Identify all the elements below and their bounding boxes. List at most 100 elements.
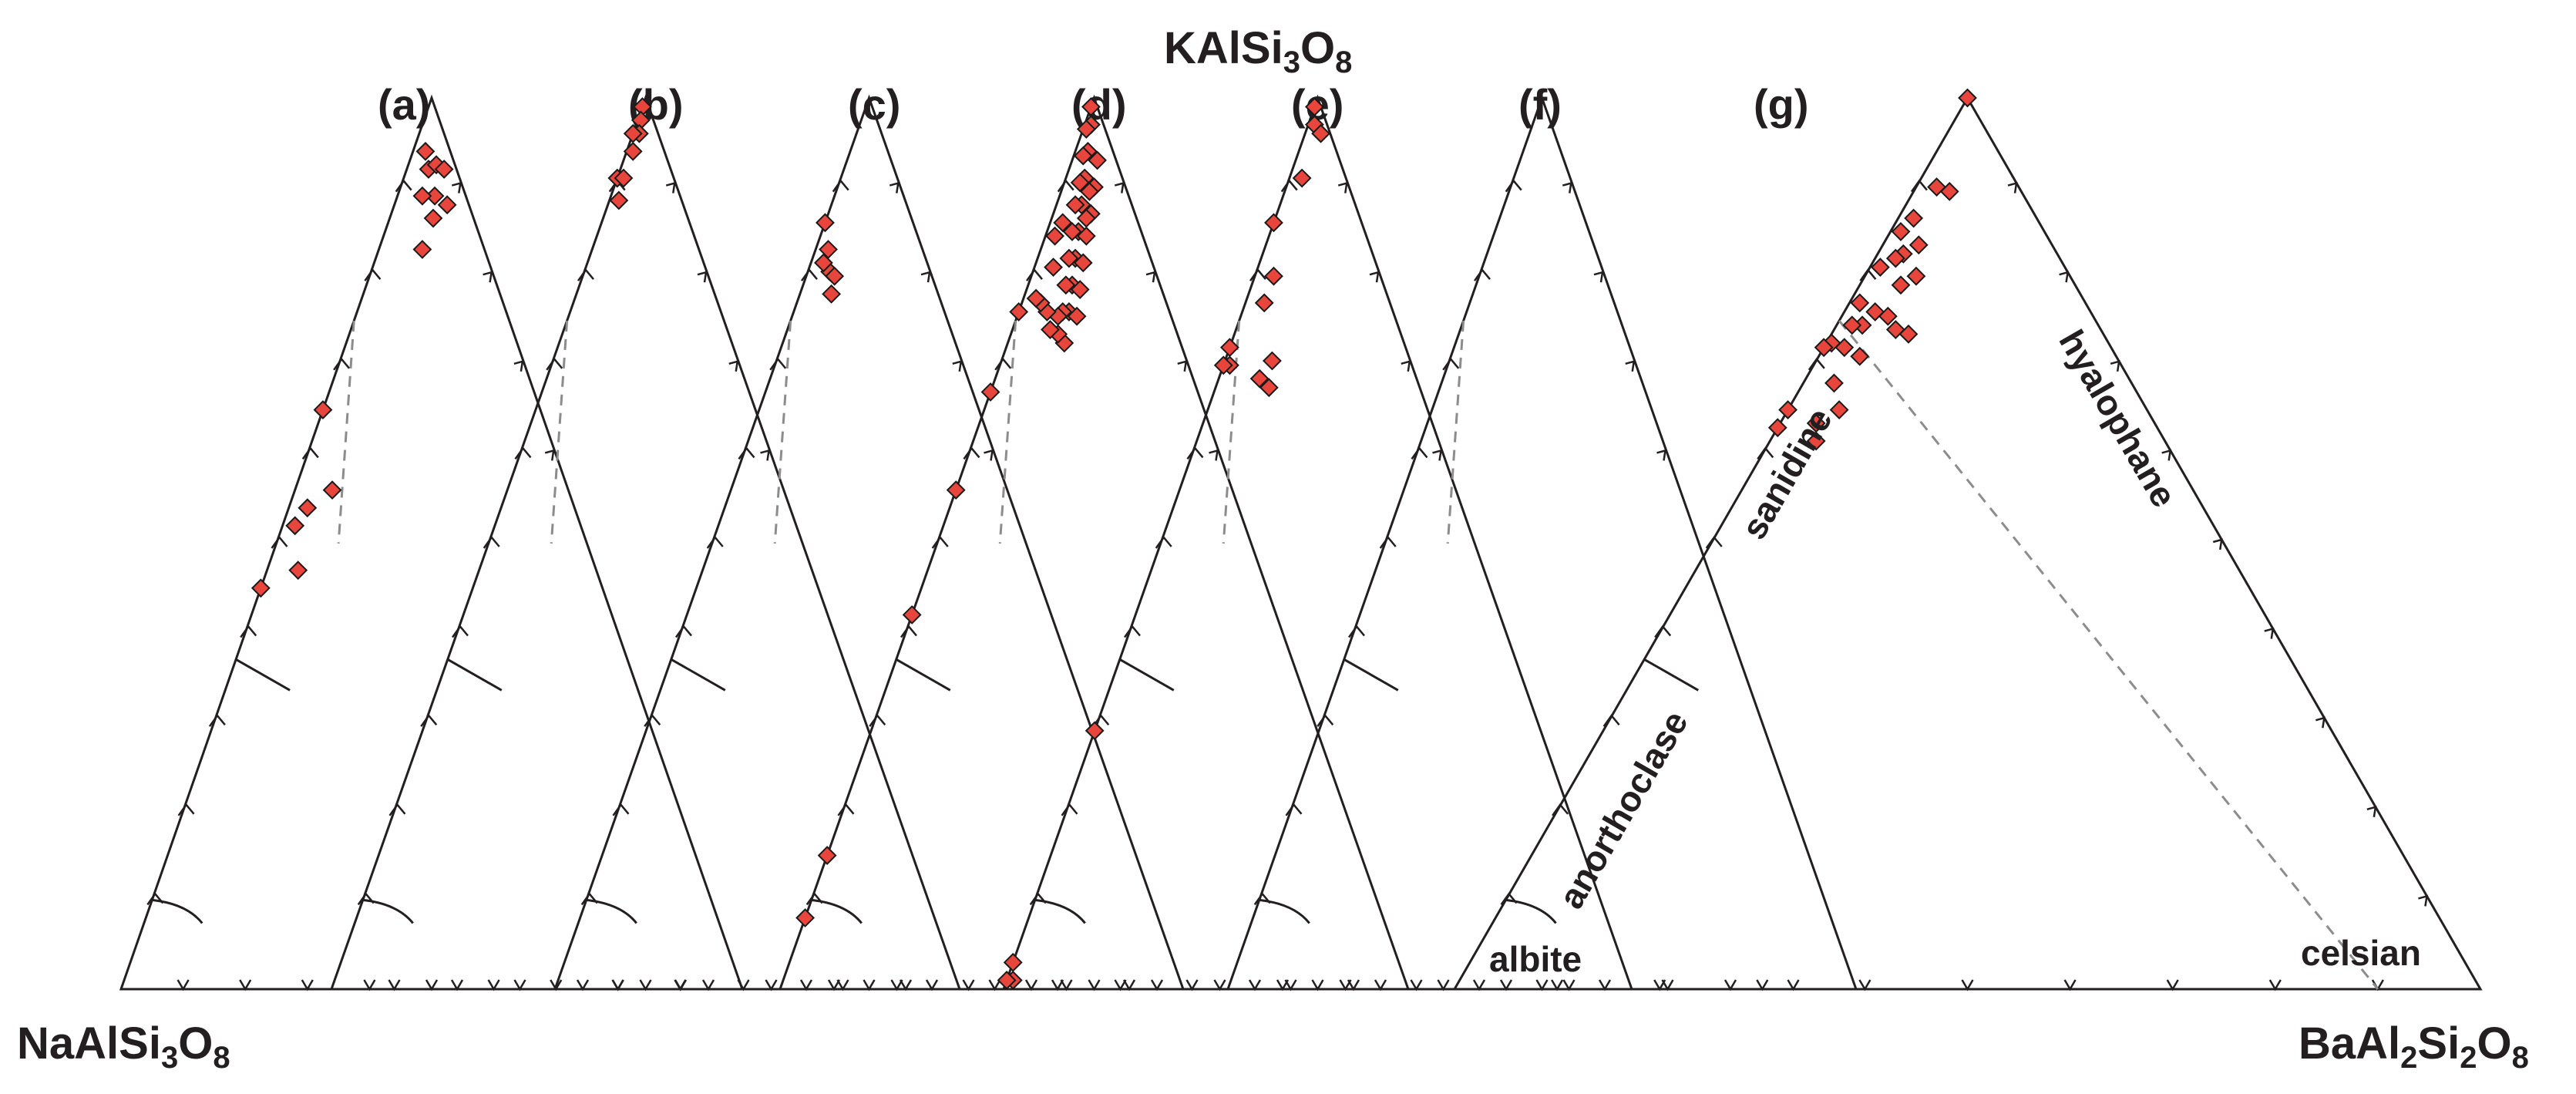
tick-mark: [612, 803, 630, 816]
data-point: [1044, 258, 1063, 278]
tick-mark: [1401, 360, 1411, 372]
tick-mark: [239, 979, 252, 991]
tick-mark: [925, 979, 939, 991]
tick-mark: [889, 181, 900, 194]
tick-mark: [701, 979, 715, 991]
tick-mark: [1653, 979, 1666, 991]
triangle-outline: [119, 94, 745, 991]
tick-mark: [984, 449, 994, 461]
data-point: [816, 213, 835, 233]
tick-mark: [1057, 179, 1074, 193]
data-point: [623, 141, 643, 161]
data-point: [609, 190, 629, 210]
tick-mark: [697, 271, 708, 283]
data-point: [1850, 346, 1870, 366]
data-point: [434, 160, 454, 179]
tick-mark: [2264, 627, 2275, 639]
tick-mark: [1347, 624, 1365, 638]
tick-mark: [1472, 979, 1486, 991]
data-point: [1067, 306, 1087, 326]
data-point: [423, 208, 443, 228]
data-point: [1264, 213, 1283, 233]
tick-mark: [1379, 535, 1397, 549]
data-point: [1891, 275, 1911, 295]
panel-7: (g): [1452, 80, 2483, 991]
data-point: [1311, 123, 1330, 143]
tick-mark: [1432, 449, 1443, 461]
data-point: [412, 186, 432, 206]
data-point: [1824, 373, 1844, 393]
tick-mark: [1625, 360, 1636, 372]
data-point: [313, 400, 333, 420]
tick-mark: [837, 803, 855, 816]
data-point: [817, 846, 837, 866]
data-point: [1262, 351, 1282, 371]
tick-mark: [1910, 179, 1928, 193]
tick-mark: [644, 714, 661, 727]
tick-mark: [1552, 803, 1569, 816]
tick-mark: [1213, 979, 1226, 991]
data-point: [997, 971, 1017, 990]
tick-mark: [146, 892, 164, 906]
tick-mark: [1858, 979, 1871, 991]
panels-layer: (a)(b)(c)(d)(e)(f)(g): [119, 80, 2483, 991]
tick-mark: [1473, 268, 1491, 281]
data-point: [1073, 253, 1093, 273]
boundary-sanidine-hyalophane: [337, 320, 355, 544]
data-point: [822, 284, 842, 304]
data-point: [1259, 378, 1279, 398]
panel-label: (d): [1071, 80, 1127, 129]
tick-mark: [665, 181, 676, 194]
tick-mark: [514, 446, 532, 460]
tick-mark: [1411, 446, 1428, 460]
tick-mark: [1535, 979, 1549, 991]
tick-mark: [1500, 892, 1518, 906]
tick-mark: [2110, 360, 2120, 372]
data-point: [1904, 208, 1924, 228]
tick-mark: [963, 446, 980, 460]
data-point: [1908, 235, 1929, 255]
tick-mark: [1155, 535, 1172, 549]
tick-mark: [2418, 894, 2428, 907]
tick-mark: [388, 803, 406, 816]
boundary-albite-anorthoclase: [152, 898, 203, 924]
tick-mark: [301, 979, 314, 991]
tick-mark: [301, 446, 319, 460]
tick-mark: [1060, 979, 1073, 991]
data-point: [1891, 221, 1911, 241]
field-label-celsian: celsian: [2301, 933, 2421, 973]
tick-mark: [425, 979, 439, 991]
data-point: [412, 240, 432, 259]
data-point: [1056, 275, 1076, 295]
tick-mark: [1150, 979, 1164, 991]
tick-mark: [2161, 449, 2172, 461]
tick-mark: [1253, 892, 1271, 906]
tick-mark: [1311, 979, 1324, 991]
data-point: [825, 266, 845, 286]
tick-mark: [177, 979, 190, 991]
tick-mark: [1961, 979, 1974, 991]
tick-mark: [580, 892, 598, 906]
tick-mark: [513, 360, 524, 372]
tick-mark: [1369, 271, 1380, 283]
boundary-sanidine-hyalophane: [998, 320, 1017, 544]
tick-mark: [1280, 179, 1298, 193]
tick-mark: [805, 892, 823, 906]
panel-label: (a): [378, 80, 430, 129]
tick-mark: [900, 624, 917, 638]
tick-mark: [1723, 979, 1737, 991]
data-point: [614, 168, 634, 188]
tick-mark: [1756, 979, 1769, 991]
tick-mark: [962, 979, 975, 991]
tick-mark: [1602, 714, 1620, 727]
tick-mark: [1317, 714, 1334, 727]
tick-mark: [1787, 979, 1800, 991]
tick-mark: [1123, 624, 1141, 638]
tick-mark: [863, 979, 876, 991]
field-label-hyalophane: hyalophane: [2051, 323, 2184, 513]
boundary-sanidine-hyalophane: [550, 320, 569, 544]
data-point: [415, 141, 435, 161]
tick-mark: [674, 979, 688, 991]
data-point: [1062, 221, 1082, 241]
